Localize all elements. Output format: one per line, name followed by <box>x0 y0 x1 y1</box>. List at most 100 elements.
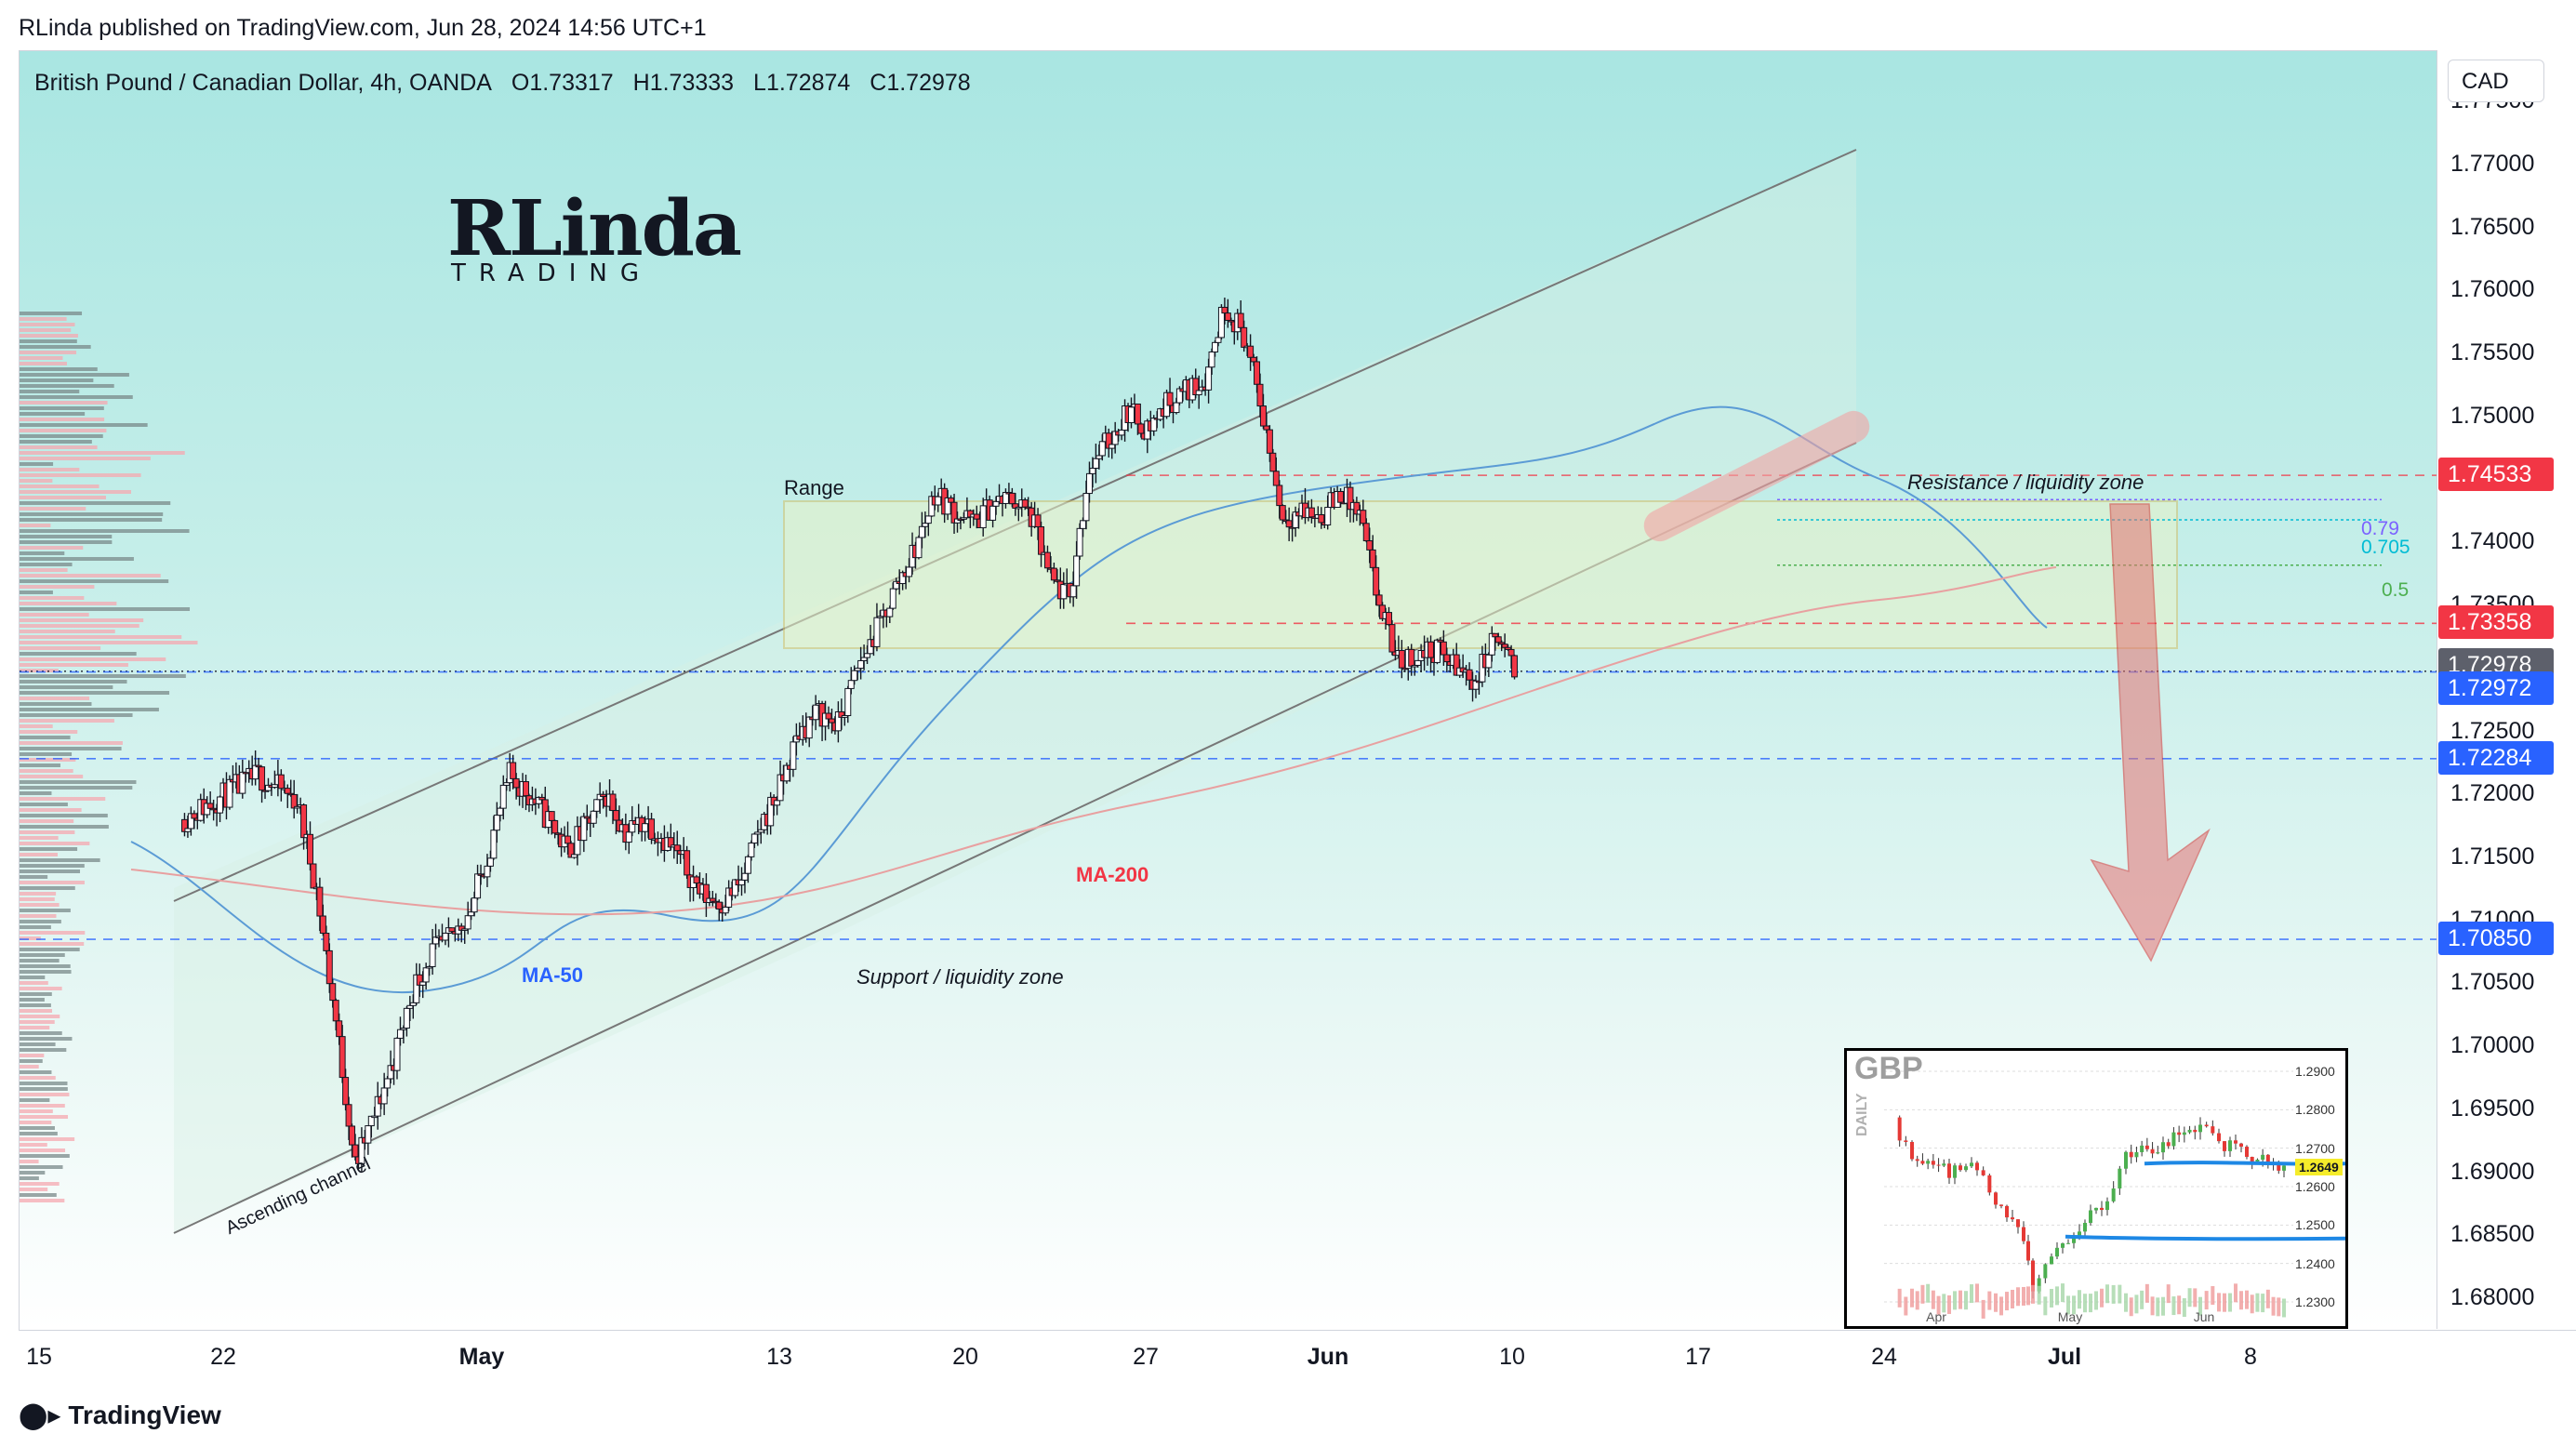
time-tick-label: 20 <box>952 1344 978 1370</box>
volume-bar <box>20 1087 68 1091</box>
candle-down <box>973 513 980 520</box>
candle-up <box>1212 341 1219 352</box>
volume-bar <box>20 680 127 684</box>
volume-bar <box>20 976 46 979</box>
volume-bar <box>20 886 75 890</box>
candle-up <box>442 932 449 941</box>
candle-down <box>828 718 835 724</box>
inset-volume-bar <box>2134 1294 2139 1314</box>
candle-up <box>851 670 858 682</box>
volume-bar <box>20 635 182 639</box>
candle-up <box>864 653 871 658</box>
inset-volume-bar <box>2245 1290 2249 1309</box>
candle-down <box>648 818 656 840</box>
inset-candle-down <box>1981 1170 1985 1175</box>
logo-text-big: RLinda <box>447 184 742 273</box>
ohlc-open: O1.73317 <box>511 70 614 96</box>
price-tick-label: 1.68000 <box>2450 1284 2535 1311</box>
inset-volume-bar <box>1964 1291 1968 1310</box>
candle-down <box>1043 551 1051 569</box>
volume-bar <box>20 585 95 589</box>
candle-up <box>419 981 427 986</box>
inset-candle-up <box>2089 1210 2092 1223</box>
inset-y-tick: 1.2900 <box>2295 1064 2335 1079</box>
candle-up <box>493 815 500 831</box>
volume-bar <box>20 925 51 929</box>
inset-candle-up <box>2156 1152 2160 1154</box>
currency-button[interactable]: CAD <box>2448 60 2544 102</box>
volume-bar <box>20 708 159 711</box>
fib-05-label: 0.5 <box>2382 579 2410 601</box>
inset-candle-down <box>2193 1129 2198 1133</box>
volume-bar <box>20 652 137 656</box>
inset-volume-bar <box>1915 1291 1919 1310</box>
volume-bar <box>20 462 54 466</box>
candle-down <box>1466 669 1473 681</box>
candle-up <box>989 505 997 521</box>
inset-candle-up <box>2187 1129 2192 1133</box>
price-tick-label: 1.75500 <box>2450 339 2535 366</box>
ma200-line <box>130 566 2057 916</box>
inset-candle-up <box>2198 1124 2202 1133</box>
candle-down <box>336 1020 343 1038</box>
inset-volume-bar <box>2193 1288 2198 1308</box>
range-label: Range <box>784 476 844 499</box>
volume-bar <box>20 931 86 935</box>
candle-up <box>857 659 865 670</box>
volume-bar <box>20 518 163 522</box>
volume-bar <box>20 485 100 488</box>
candle-up <box>429 943 436 967</box>
volume-bar <box>20 1132 58 1135</box>
time-axis[interactable]: 15 22 May 13 20 27 Jun 10 17 24 Jul 8 <box>19 1330 2576 1385</box>
inset-candle-down <box>1910 1141 1914 1160</box>
inset-candle-up <box>2061 1243 2065 1248</box>
candle-down <box>825 712 832 720</box>
inset-candle-up <box>2066 1242 2070 1244</box>
inset-candle-up <box>2083 1222 2087 1232</box>
chart-pane[interactable]: British Pound / Canadian Dollar, 4h, OAN… <box>19 50 2437 1331</box>
candle-up <box>1215 337 1222 343</box>
candle-down <box>1237 312 1244 328</box>
candle-down <box>1221 306 1228 314</box>
candle-up <box>979 505 987 528</box>
inset-volume-bar <box>1981 1299 1985 1319</box>
volume-profile <box>20 312 198 1202</box>
volume-bar <box>20 903 60 907</box>
candle-up <box>935 496 942 506</box>
inset-candle-down <box>2016 1219 2020 1228</box>
volume-bar <box>20 406 104 410</box>
volume-bar <box>20 524 51 527</box>
inset-volume-bar <box>2124 1293 2128 1312</box>
volume-bar <box>20 763 60 767</box>
volume-bar <box>20 351 77 354</box>
volume-bar <box>20 808 82 812</box>
volume-bar <box>20 920 61 923</box>
volume-bar <box>20 323 75 326</box>
candle-up <box>490 830 498 859</box>
volume-bar <box>20 1003 51 1007</box>
volume-bar <box>20 401 108 405</box>
inset-volume-bar <box>2043 1296 2048 1316</box>
inset-volume-bar <box>2187 1288 2192 1308</box>
inset-volume-bar <box>2111 1284 2116 1304</box>
candle-down <box>1373 566 1380 596</box>
inset-volume-bar <box>2217 1293 2221 1312</box>
inset-volume-bar <box>1904 1296 1908 1316</box>
candle-down <box>1318 513 1325 524</box>
inset-volume-bar <box>2055 1286 2059 1306</box>
inset-timeframe: DAILY <box>1854 1093 1870 1136</box>
volume-bar <box>20 630 115 633</box>
volume-bar <box>20 1137 75 1141</box>
inset-candle-up <box>1953 1165 1957 1178</box>
volume-bar <box>20 557 134 561</box>
candle-down <box>1241 326 1248 348</box>
volume-bar <box>20 814 108 817</box>
inset-candle-up <box>2105 1201 2109 1211</box>
inset-title: GBP <box>1854 1051 1923 1086</box>
inset-volume-bar <box>2118 1284 2122 1304</box>
ohlc-high: H1.73333 <box>632 70 735 96</box>
candle-down <box>548 811 555 821</box>
candle-up <box>906 566 913 577</box>
inset-volume-bar <box>2156 1297 2160 1317</box>
price-chart[interactable] <box>20 51 2437 1330</box>
